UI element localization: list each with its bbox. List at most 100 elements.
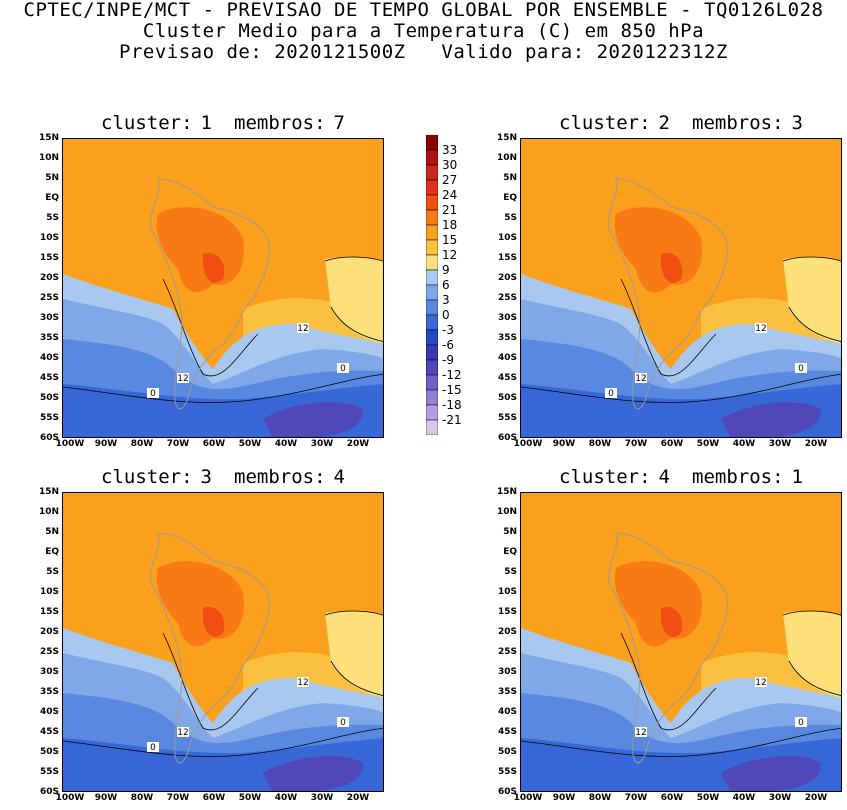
colorbar-label: 21 (442, 203, 458, 217)
colorbar-label: -12 (442, 368, 462, 382)
lat-tick-label: 60S (497, 433, 517, 443)
lon-tick-label: 90W (94, 439, 118, 449)
lon-tick-label: 70W (624, 439, 648, 449)
contour-label: 12 (177, 374, 188, 384)
members-label: membros: (234, 112, 326, 134)
coastline (608, 178, 728, 410)
colorbar-swatch (425, 209, 439, 226)
colorbar-swatch (425, 254, 439, 271)
colorbar-label: 6 (442, 278, 450, 292)
lon-tick-label: 60W (202, 439, 226, 449)
colorbar-swatch (425, 164, 439, 181)
map-field: 12 12 0 0 (521, 139, 841, 437)
band-21-24 (660, 253, 683, 283)
lat-tick-label: 55S (497, 767, 517, 777)
lon-tick-label: 20W (804, 439, 828, 449)
lon-tick-label: 60W (660, 439, 684, 449)
colorbar-scale (425, 134, 439, 436)
contour-12 (162, 610, 383, 731)
band-minus6 (721, 756, 821, 791)
lat-tick-label: 10S (39, 233, 59, 243)
band-minus6 (263, 756, 363, 791)
contour-label-box (297, 323, 309, 333)
lat-tick-label: 10N (496, 507, 517, 517)
lat-tick-label: 15N (38, 133, 59, 143)
lat-tick-label: 60S (497, 787, 517, 797)
lat-tick-label: 60S (39, 433, 59, 443)
contour-label: 12 (297, 678, 308, 688)
panel-title: cluster: 3 membros: 4 (62, 466, 384, 488)
lat-tick-label: 20S (39, 273, 59, 283)
lat-tick-label: 30S (39, 313, 59, 323)
contour-label-box (147, 388, 159, 398)
members-label: membros: (692, 112, 784, 134)
contour-label-box (337, 363, 349, 373)
cluster-label: cluster: (559, 466, 651, 488)
members-count: 1 (791, 466, 803, 488)
lat-tick-label: 55S (39, 767, 59, 777)
contour-label: 0 (340, 364, 346, 374)
contour-label: 12 (635, 374, 646, 384)
contour-label: 0 (798, 718, 804, 728)
lat-tick-label: 45S (39, 727, 59, 737)
colorbar-label: 33 (442, 143, 458, 157)
colorbar-swatch (425, 314, 439, 331)
lon-tick-label: 80W (588, 793, 612, 803)
members-label: membros: (234, 466, 326, 488)
contour-label: 0 (150, 389, 156, 399)
lat-tick-label: 45S (39, 373, 59, 383)
cluster-number: 3 (200, 466, 212, 488)
lat-tick-label: 10N (38, 507, 59, 517)
lat-tick-label: 15S (497, 607, 517, 617)
colorbar-label: -6 (442, 338, 454, 352)
colorbar-swatch (425, 359, 439, 376)
contour-label-box (755, 323, 767, 333)
colorbar-label: 0 (442, 308, 450, 322)
colorbar-label: -15 (442, 383, 462, 397)
contour-label-box (337, 717, 349, 727)
band-9-12 (783, 256, 841, 344)
lat-tick-label: 35S (39, 333, 59, 343)
members-count: 7 (333, 112, 345, 134)
lon-tick-label: 30W (768, 439, 792, 449)
temperature-map: 12 12 0 0 (62, 138, 384, 438)
lon-tick-label: 90W (552, 439, 576, 449)
contour-0 (63, 373, 383, 403)
colorbar-swatch (425, 269, 439, 286)
lat-tick-label: 25S (497, 647, 517, 657)
lat-tick-label: 30S (497, 667, 517, 677)
lat-tick-label: 60S (39, 787, 59, 797)
lat-tick-label: 25S (497, 293, 517, 303)
figure-title-line-3: Previsao de: 2020121500Z Valido para: 20… (119, 41, 728, 63)
lat-tick-label: 25S (39, 647, 59, 657)
lat-tick-label: 10S (39, 587, 59, 597)
contour-label: 0 (608, 389, 614, 399)
lat-tick-label: 20S (39, 627, 59, 637)
cluster-number: 4 (658, 466, 670, 488)
colorbar-swatch (425, 134, 439, 151)
cluster-label: cluster: (101, 466, 193, 488)
lon-tick-label: 20W (346, 793, 370, 803)
lat-tick-label: 15N (38, 487, 59, 497)
coastline (150, 178, 270, 410)
lat-tick-label: 15N (496, 133, 517, 143)
contour-label: 0 (150, 743, 156, 753)
lat-tick-label: 5N (45, 173, 59, 183)
band-21-24 (202, 253, 225, 283)
colorbar-label: 3 (442, 293, 450, 307)
lon-tick-label: 30W (310, 793, 334, 803)
members-count: 4 (333, 466, 345, 488)
colorbar-swatch (425, 239, 439, 256)
colorbar-swatch (425, 344, 439, 361)
band-9-12 (783, 610, 841, 698)
map-panel-2: cluster: 2 membros: 3 12 12 0 0 15N 10N 5N EQ 5S 10S 1… (484, 112, 846, 456)
lat-tick-label: 40S (497, 353, 517, 363)
band-21-24 (202, 607, 225, 637)
contour-label-box (635, 373, 647, 383)
lat-tick-label: EQ (45, 193, 59, 203)
lon-tick-label: 100W (55, 439, 85, 449)
lat-tick-label: 35S (39, 687, 59, 697)
cluster-label: cluster: (101, 112, 193, 134)
contour-label: 12 (755, 678, 766, 688)
figure-title-line-1: CPTEC/INPE/MCT - PREVISAO DE TEMPO GLOBA… (23, 0, 824, 21)
